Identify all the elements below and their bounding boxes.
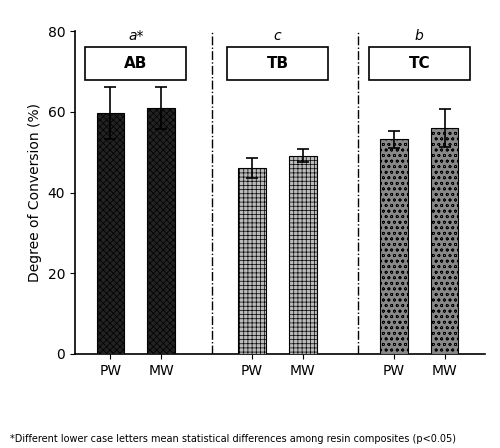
- Bar: [147, 108, 175, 354]
- FancyBboxPatch shape: [227, 47, 328, 80]
- Text: *Different lower case letters mean statistical differences among resin composite: *Different lower case letters mean stati…: [10, 434, 456, 444]
- FancyBboxPatch shape: [85, 47, 186, 80]
- Text: TC: TC: [408, 56, 430, 71]
- FancyBboxPatch shape: [368, 47, 470, 80]
- Text: TB: TB: [266, 56, 288, 71]
- Bar: [238, 168, 266, 354]
- Text: AB: AB: [124, 56, 148, 71]
- Bar: [96, 113, 124, 354]
- Text: c: c: [274, 30, 281, 43]
- Text: a*: a*: [128, 30, 144, 43]
- Bar: [380, 139, 408, 354]
- Y-axis label: Degree of Conversion (%): Degree of Conversion (%): [28, 103, 42, 282]
- Bar: [289, 155, 316, 354]
- Bar: [430, 128, 458, 354]
- Text: b: b: [415, 30, 424, 43]
